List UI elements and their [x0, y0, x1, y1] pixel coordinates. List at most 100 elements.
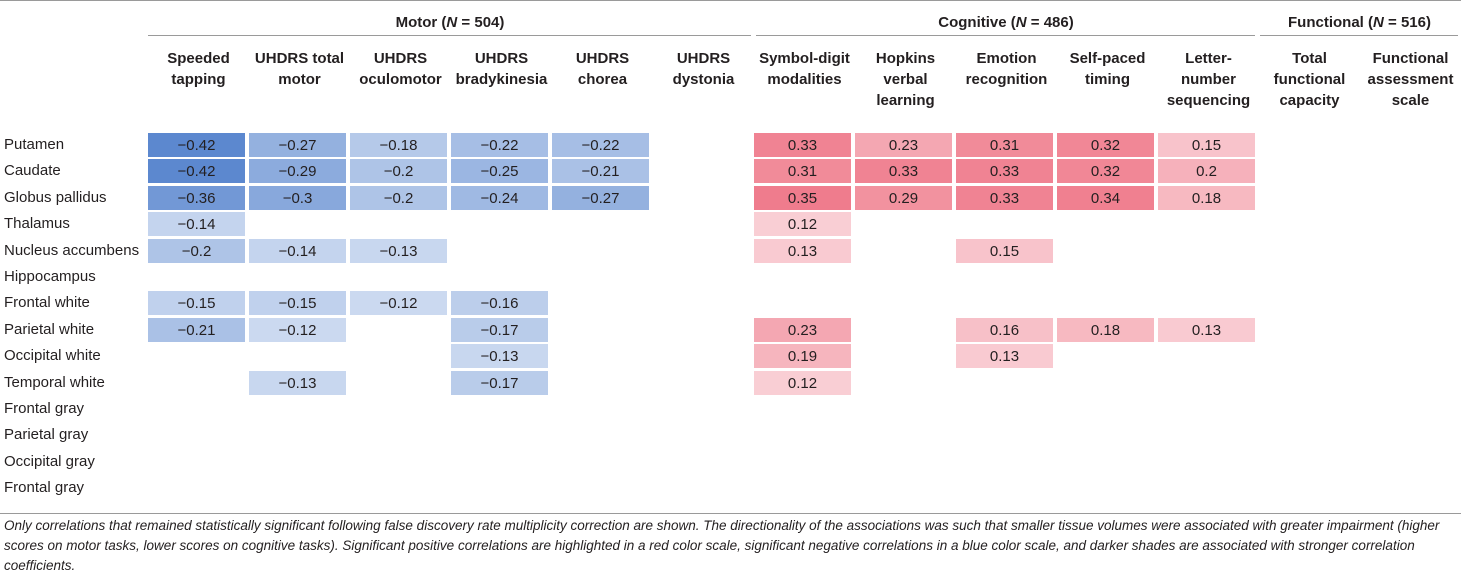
- table-cell: −0.25: [451, 159, 548, 184]
- group-cognitive-suffix: = 486): [1026, 14, 1074, 31]
- group-functional-suffix: = 516): [1383, 14, 1431, 31]
- group-cognitive-prefix: Cognitive (: [938, 14, 1016, 31]
- table-cell: 0.13: [956, 344, 1053, 369]
- row-label: Putamen: [4, 136, 65, 153]
- column-header: Total functional capacity: [1259, 48, 1360, 111]
- table-cell: −0.14: [148, 212, 245, 237]
- column-header-line: capacity: [1279, 92, 1340, 109]
- column-header-line: timing: [1085, 71, 1130, 88]
- table-cell: 0.33: [855, 159, 952, 184]
- group-functional-rule: [1260, 35, 1458, 36]
- row-label: Caudate: [4, 162, 61, 180]
- group-functional-prefix: Functional (: [1288, 14, 1374, 31]
- column-header-line: Symbol-digit: [759, 50, 850, 67]
- group-cognitive-rule: [756, 35, 1255, 36]
- row-label: Parietal gray: [4, 426, 89, 444]
- table-cell: 0.13: [1158, 317, 1255, 342]
- column-header: UHDRS bradykinesia: [451, 48, 552, 90]
- table-cell: 0.33: [956, 185, 1053, 210]
- column-header: Self-paced timing: [1057, 48, 1158, 90]
- table-cell: 0.33: [754, 133, 851, 157]
- table-cell: 0.31: [754, 159, 851, 184]
- table-cell: −0.22: [451, 133, 548, 157]
- column-header-line: UHDRS total: [254, 50, 345, 67]
- table-cell: −0.12: [350, 291, 447, 316]
- table-cell: 0.34: [1057, 185, 1154, 210]
- group-header-row: Motor (N = 504) Cognitive (N = 486) Func…: [0, 0, 1461, 37]
- column-header: Speeded tapping: [148, 48, 249, 90]
- row-label: Occipital white: [4, 347, 101, 365]
- table-cell: −0.27: [249, 133, 346, 157]
- table-cell: 0.35: [754, 185, 851, 210]
- column-header: Functional assessment scale: [1360, 48, 1461, 111]
- column-header-line: Total: [1292, 50, 1327, 67]
- column-header: UHDRS total motor: [249, 48, 350, 90]
- table-cell: 0.18: [1057, 317, 1154, 342]
- table-cell: 0.2: [1158, 159, 1255, 184]
- column-header-line: sequencing: [1166, 92, 1251, 109]
- column-header-line: learning: [876, 92, 935, 109]
- row-label: Frontal white: [4, 294, 90, 312]
- column-header-line: Emotion: [976, 50, 1037, 67]
- table-cell: −0.16: [451, 291, 548, 316]
- group-motor-n: N: [446, 14, 458, 31]
- table-cell: 0.12: [754, 370, 851, 395]
- column-header-line: UHDRS: [474, 50, 529, 67]
- column-header-line: UHDRS: [373, 50, 428, 67]
- table-cell: −0.42: [148, 159, 245, 184]
- column-header-line: oculomotor: [359, 71, 442, 88]
- table-cell: −0.17: [451, 370, 548, 395]
- column-header: UHDRS oculomotor: [350, 48, 451, 90]
- row-label: Frontal gray: [4, 479, 85, 497]
- group-functional-n: N: [1373, 14, 1384, 31]
- footer-rule: [0, 513, 1461, 514]
- table-cell: −0.14: [249, 238, 346, 263]
- table-cell: −0.42: [148, 133, 245, 157]
- table-cell: −0.3: [249, 185, 346, 210]
- table-cell: −0.17: [451, 317, 548, 342]
- column-header-line: motor: [278, 71, 321, 88]
- row-label: Frontal gray: [4, 400, 85, 417]
- group-functional: Functional (N = 516): [1258, 1, 1461, 37]
- table-cell: 0.23: [855, 133, 952, 157]
- column-header-line: recognition: [965, 71, 1048, 88]
- table-cell: 0.13: [754, 238, 851, 263]
- column-header: Letter-number sequencing: [1158, 48, 1259, 111]
- table-cell: 0.33: [956, 159, 1053, 184]
- group-motor-prefix: Motor (: [395, 14, 447, 31]
- column-header-line: assessment: [1367, 71, 1454, 88]
- row-label: Occipital gray: [4, 452, 95, 470]
- table-cell: 0.16: [956, 317, 1053, 342]
- table-cell: 0.12: [754, 212, 851, 237]
- table-cell: −0.21: [552, 159, 649, 184]
- table-cell: −0.13: [350, 238, 447, 263]
- table-cell: −0.15: [249, 291, 346, 316]
- table-cell: 0.29: [855, 185, 952, 210]
- row-label: Temporal white: [4, 373, 105, 391]
- column-header-line: bradykinesia: [455, 71, 548, 88]
- table-footnote: Only correlations that remained statisti…: [4, 518, 1440, 573]
- row-label: Thalamus: [4, 215, 70, 233]
- column-header-line: scale: [1391, 92, 1430, 109]
- column-header: Emotion recognition: [956, 48, 1057, 90]
- column-header-line: chorea: [577, 71, 628, 88]
- table-cell: −0.18: [350, 133, 447, 157]
- column-header: Hopkins verbal learning: [855, 48, 956, 111]
- table-cell: 0.31: [956, 133, 1053, 157]
- table-cell: −0.2: [350, 185, 447, 210]
- column-header-line: functional: [1273, 71, 1346, 88]
- row-label: Hippocampus: [4, 268, 96, 285]
- table-cell: −0.29: [249, 159, 346, 184]
- table-cell: 0.32: [1057, 159, 1154, 184]
- row-label: Nucleus accumbens: [4, 241, 140, 259]
- row-label: Parietal white: [4, 320, 95, 338]
- column-header: UHDRS chorea: [552, 48, 653, 90]
- column-header: UHDRS dystonia: [653, 48, 754, 90]
- table-cell: −0.2: [350, 159, 447, 184]
- table-cell: −0.27: [552, 185, 649, 210]
- column-header-line: tapping: [171, 71, 226, 88]
- column-header-line: Hopkins: [875, 50, 936, 67]
- table-cell: 0.15: [1158, 133, 1255, 157]
- table-cell: −0.21: [148, 317, 245, 342]
- table-cell: 0.32: [1057, 133, 1154, 157]
